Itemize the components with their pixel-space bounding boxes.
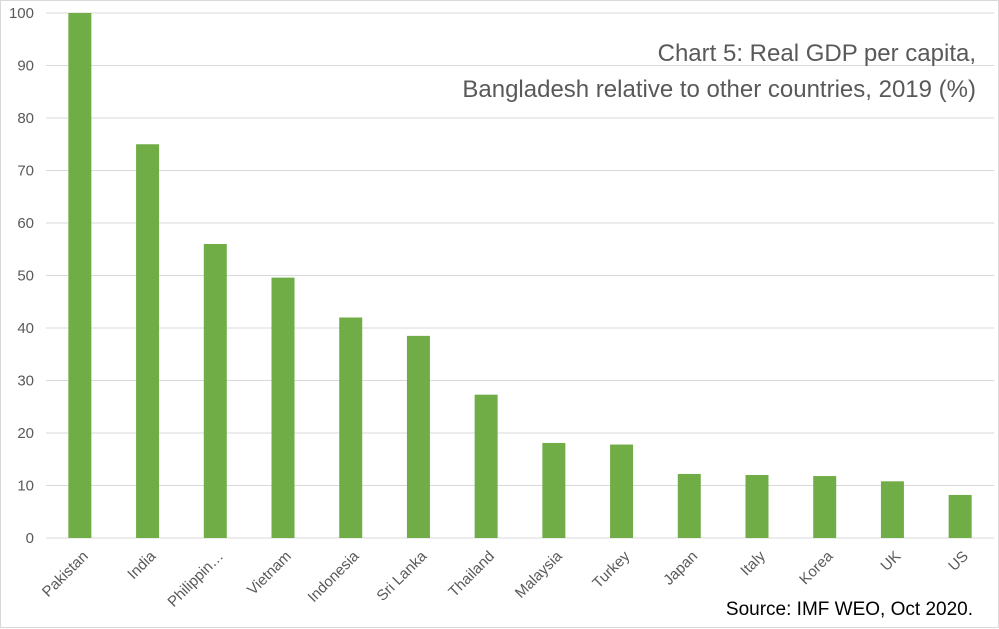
bar-turkey [610, 444, 634, 538]
bar-pakistan [68, 13, 92, 538]
source-note: Source: IMF WEO, Oct 2020. [726, 599, 973, 620]
y-axis-ticks: 0 10 20 30 40 50 60 70 80 90 100 [9, 5, 34, 547]
y-tick-label: 40 [17, 320, 34, 337]
x-category-label: UK [877, 548, 904, 575]
bar-korea [813, 476, 837, 538]
bar-malaysia [542, 442, 566, 538]
y-tick-label: 10 [17, 478, 34, 495]
bar-india [136, 144, 160, 538]
bar-philippin [203, 244, 227, 538]
bar-vietnam [271, 277, 295, 538]
x-category-label: Indonesia [305, 547, 363, 605]
y-tick-label: 30 [17, 373, 34, 390]
bar-us [948, 494, 972, 538]
x-category-label: Japan [660, 548, 701, 589]
y-tick-label: 70 [17, 163, 34, 180]
chart-title-line-2: Bangladesh relative to other countries, … [462, 76, 976, 103]
y-tick-label: 90 [17, 58, 34, 75]
y-tick-label: 60 [17, 215, 34, 232]
y-tick-label: 50 [17, 268, 34, 285]
y-tick-label: 0 [26, 530, 34, 547]
x-category-label: Philippin… [164, 548, 227, 611]
bar-indonesia [339, 317, 363, 538]
bar-sri-lanka [406, 335, 430, 538]
y-tick-label: 100 [9, 5, 34, 22]
x-category-label: Turkey [589, 547, 633, 591]
bar-thailand [474, 394, 498, 538]
x-category-label: US [945, 548, 972, 575]
y-tick-label: 20 [17, 425, 34, 442]
x-category-label: Vietnam [244, 548, 295, 599]
y-tick-label: 80 [17, 110, 34, 127]
bar-japan [677, 473, 701, 538]
x-category-label: Thailand [445, 548, 498, 601]
bar-italy [745, 475, 769, 538]
x-category-label: Malaysia [512, 547, 566, 601]
x-category-label: Pakistan [39, 548, 92, 601]
x-category-label: Italy [737, 547, 769, 579]
bar-uk [880, 481, 904, 538]
chart-title-line-1: Chart 5: Real GDP per capita, [658, 40, 976, 67]
bars [68, 13, 972, 538]
x-category-label: Sri Lanka [373, 547, 430, 604]
x-category-label: Korea [796, 547, 837, 588]
x-category-label: India [124, 547, 159, 582]
